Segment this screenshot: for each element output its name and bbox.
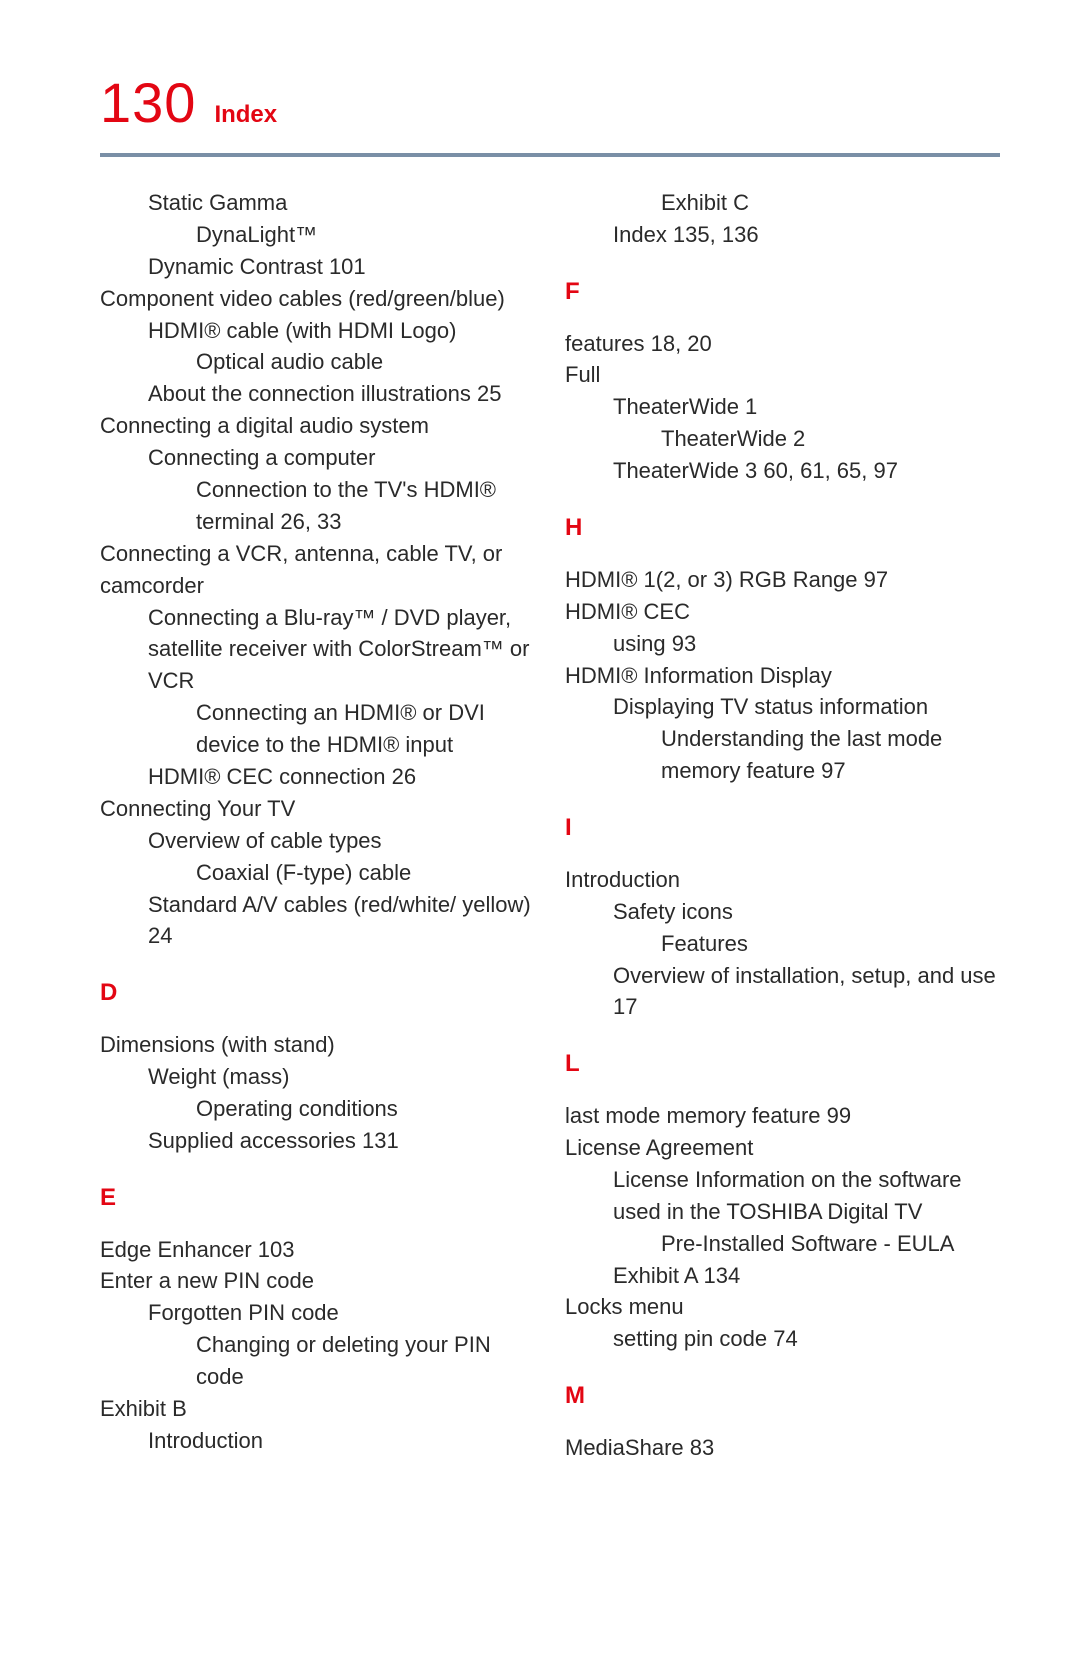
index-entry: Understanding the last mode memory featu…	[565, 723, 1000, 787]
right-column: Exhibit CIndex 135, 136Ffeatures 18, 20F…	[565, 187, 1000, 1464]
index-letter-l: L	[565, 1047, 1000, 1082]
index-entry: Features	[565, 928, 1000, 960]
index-entry: Connecting a computer	[100, 442, 535, 474]
page-number: 130	[100, 70, 196, 135]
index-entry: Component video cables (red/green/blue)	[100, 283, 535, 315]
index-entry: Connecting a VCR, antenna, cable TV, or …	[100, 538, 535, 602]
header-rule	[100, 153, 1000, 157]
index-entry: Supplied accessories 131	[100, 1125, 535, 1157]
index-entry: Exhibit C	[565, 187, 1000, 219]
index-entry: HDMI® CEC connection 26	[100, 761, 535, 793]
index-entry: setting pin code 74	[565, 1323, 1000, 1355]
index-entry: Standard A/V cables (red/white/ yellow) …	[100, 889, 535, 953]
index-entry: MediaShare 83	[565, 1432, 1000, 1464]
index-entry: Exhibit A 134	[565, 1260, 1000, 1292]
index-columns: Static GammaDynaLight™Dynamic Contrast 1…	[100, 187, 1000, 1464]
index-entry: Safety icons	[565, 896, 1000, 928]
index-entry: Overview of cable types	[100, 825, 535, 857]
index-letter-d: D	[100, 976, 535, 1011]
index-entry: DynaLight™	[100, 219, 535, 251]
index-entry: Operating conditions	[100, 1093, 535, 1125]
index-entry: Connecting a digital audio system	[100, 410, 535, 442]
index-entry: TheaterWide 2	[565, 423, 1000, 455]
index-entry: Introduction	[100, 1425, 535, 1457]
index-entry: Overview of installation, setup, and use…	[565, 960, 1000, 1024]
index-entry: License Agreement	[565, 1132, 1000, 1164]
index-letter-m: M	[565, 1379, 1000, 1414]
index-entry: HDMI® CEC	[565, 596, 1000, 628]
index-entry: last mode memory feature 99	[565, 1100, 1000, 1132]
index-entry: Introduction	[565, 864, 1000, 896]
page-header: 130 Index	[100, 70, 1000, 135]
index-entry: Static Gamma	[100, 187, 535, 219]
index-letter-e: E	[100, 1181, 535, 1216]
index-entry: Connecting a Blu-ray™ / DVD player, sate…	[100, 602, 535, 698]
index-entry: HDMI® cable (with HDMI Logo)	[100, 315, 535, 347]
index-letter-f: F	[565, 275, 1000, 310]
index-entry: Dimensions (with stand)	[100, 1029, 535, 1061]
index-letter-h: H	[565, 511, 1000, 546]
index-entry: TheaterWide 1	[565, 391, 1000, 423]
index-entry: License Information on the software used…	[565, 1164, 1000, 1228]
index-entry: Exhibit B	[100, 1393, 535, 1425]
index-entry: Index 135, 136	[565, 219, 1000, 251]
index-entry: Coaxial (F-type) cable	[100, 857, 535, 889]
index-entry: Displaying TV status information	[565, 691, 1000, 723]
index-letter-i: I	[565, 811, 1000, 846]
index-entry: HDMI® 1(2, or 3) RGB Range 97	[565, 564, 1000, 596]
index-entry: Edge Enhancer 103	[100, 1234, 535, 1266]
index-entry: Forgotten PIN code	[100, 1297, 535, 1329]
index-entry: Pre-Installed Software - EULA	[565, 1228, 1000, 1260]
index-entry: Changing or deleting your PIN code	[100, 1329, 535, 1393]
index-entry: Locks menu	[565, 1291, 1000, 1323]
index-entry: Dynamic Contrast 101	[100, 251, 535, 283]
index-entry: HDMI® Information Display	[565, 660, 1000, 692]
index-entry: features 18, 20	[565, 328, 1000, 360]
left-column: Static GammaDynaLight™Dynamic Contrast 1…	[100, 187, 535, 1464]
index-entry: TheaterWide 3 60, 61, 65, 97	[565, 455, 1000, 487]
index-entry: Full	[565, 359, 1000, 391]
index-entry: using 93	[565, 628, 1000, 660]
index-entry: Connection to the TV's HDMI® terminal 26…	[100, 474, 535, 538]
index-entry: Enter a new PIN code	[100, 1265, 535, 1297]
index-entry: Connecting an HDMI® or DVI device to the…	[100, 697, 535, 761]
page-title: Index	[214, 101, 277, 129]
index-entry: About the connection illustrations 25	[100, 378, 535, 410]
index-entry: Connecting Your TV	[100, 793, 535, 825]
index-entry: Weight (mass)	[100, 1061, 535, 1093]
index-entry: Optical audio cable	[100, 346, 535, 378]
